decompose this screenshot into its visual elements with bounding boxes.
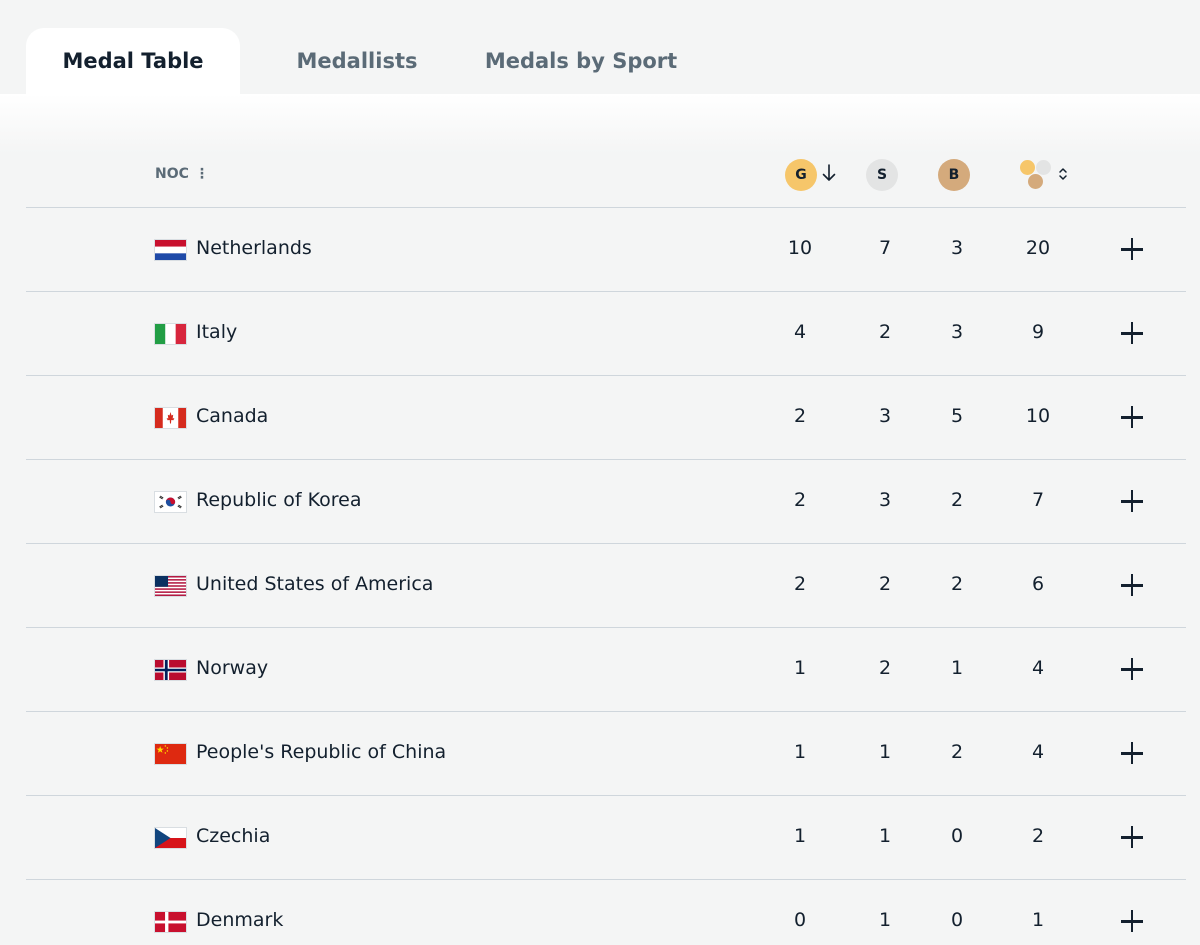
silver-count: 2 xyxy=(878,657,892,679)
gold-column-header[interactable]: G xyxy=(785,159,817,191)
bronze-count: 2 xyxy=(950,741,964,763)
total-count: 9 xyxy=(1031,321,1045,343)
country-name[interactable]: United States of America xyxy=(196,573,434,595)
bronze-dot-icon xyxy=(1028,174,1043,189)
gold-count: 4 xyxy=(793,321,807,343)
total-count: 4 xyxy=(1031,657,1045,679)
gold-count: 1 xyxy=(793,657,807,679)
denmark-flag xyxy=(154,911,187,933)
sort-descending-icon[interactable] xyxy=(822,164,836,187)
tab-bar: Medal Table Medallists Medals by Sport xyxy=(0,0,1200,94)
table-row[interactable]: Republic of Korea 2 3 2 7 xyxy=(26,460,1186,544)
canada-flag xyxy=(154,407,187,429)
expand-row-icon[interactable] xyxy=(1118,320,1146,348)
expand-row-icon[interactable] xyxy=(1118,740,1146,768)
table-row[interactable]: Netherlands 10 7 3 20 xyxy=(26,208,1186,292)
silver-count: 3 xyxy=(878,405,892,427)
gold-dot-icon xyxy=(1020,160,1035,175)
country-name[interactable]: Italy xyxy=(196,321,238,343)
table-row[interactable]: Canada 2 3 5 10 xyxy=(26,376,1186,460)
silver-column-header[interactable]: S xyxy=(866,159,898,191)
silver-count: 2 xyxy=(878,321,892,343)
bronze-count: 2 xyxy=(950,489,964,511)
expand-row-icon[interactable] xyxy=(1118,404,1146,432)
gold-count: 2 xyxy=(793,405,807,427)
czechia-flag xyxy=(154,827,187,849)
china-flag xyxy=(154,743,187,765)
gold-count: 2 xyxy=(793,489,807,511)
bronze-column-header[interactable]: B xyxy=(938,159,970,191)
bronze-count: 0 xyxy=(950,909,964,931)
total-count: 7 xyxy=(1031,489,1045,511)
sort-toggle-icon[interactable] xyxy=(1058,166,1068,186)
country-name[interactable]: Netherlands xyxy=(196,237,312,259)
country-name[interactable]: Republic of Korea xyxy=(196,489,362,511)
more-options-icon[interactable]: ⋮ xyxy=(194,166,209,182)
silver-count: 1 xyxy=(878,741,892,763)
silver-count: 7 xyxy=(878,237,892,259)
expand-row-icon[interactable] xyxy=(1118,824,1146,852)
bronze-count: 3 xyxy=(950,237,964,259)
total-count: 6 xyxy=(1031,573,1045,595)
bronze-count: 2 xyxy=(950,573,964,595)
total-count: 1 xyxy=(1031,909,1045,931)
expand-row-icon[interactable] xyxy=(1118,488,1146,516)
expand-row-icon[interactable] xyxy=(1118,572,1146,600)
gold-count: 1 xyxy=(793,741,807,763)
silver-count: 2 xyxy=(878,573,892,595)
korea-flag xyxy=(154,491,187,513)
silver-dot-icon xyxy=(1036,160,1051,175)
silver-count: 3 xyxy=(878,489,892,511)
table-row[interactable]: Denmark 0 1 0 1 xyxy=(26,880,1186,945)
netherlands-flag xyxy=(154,239,187,261)
table-row[interactable]: Czechia 1 1 0 2 xyxy=(26,796,1186,880)
country-name[interactable]: Canada xyxy=(196,405,269,427)
tab-medal-table[interactable]: Medal Table xyxy=(26,28,240,94)
silver-count: 1 xyxy=(878,825,892,847)
table-row[interactable]: United States of America 2 2 2 6 xyxy=(26,544,1186,628)
medal-table-panel: NOC ⋮ G S B Netherlands 10 7 3 20 Italy 4 2 3 9 Ca… xyxy=(0,94,1200,945)
noc-column-header[interactable]: NOC ⋮ xyxy=(155,166,209,182)
table-row[interactable]: People's Republic of China 1 1 2 4 xyxy=(26,712,1186,796)
expand-row-icon[interactable] xyxy=(1118,656,1146,684)
total-count: 4 xyxy=(1031,741,1045,763)
bronze-count: 5 xyxy=(950,405,964,427)
usa-flag xyxy=(154,575,187,597)
country-name[interactable]: Czechia xyxy=(196,825,271,847)
tab-medallists[interactable]: Medallists xyxy=(296,49,418,73)
noc-header-label: NOC xyxy=(155,166,189,182)
bronze-count: 3 xyxy=(950,321,964,343)
total-medals-column-header[interactable] xyxy=(990,160,1051,196)
gold-count: 0 xyxy=(793,909,807,931)
table-header: NOC ⋮ G S B xyxy=(26,94,1186,208)
italy-flag xyxy=(154,323,187,345)
expand-row-icon[interactable] xyxy=(1118,908,1146,936)
total-count: 2 xyxy=(1031,825,1045,847)
country-name[interactable]: Norway xyxy=(196,657,269,679)
gold-count: 1 xyxy=(793,825,807,847)
gold-count: 10 xyxy=(787,237,813,259)
country-name[interactable]: Denmark xyxy=(196,909,284,931)
total-count: 20 xyxy=(1025,237,1051,259)
total-count: 10 xyxy=(1025,405,1051,427)
expand-row-icon[interactable] xyxy=(1118,236,1146,264)
norway-flag xyxy=(154,659,187,681)
gold-count: 2 xyxy=(793,573,807,595)
table-row[interactable]: Italy 4 2 3 9 xyxy=(26,292,1186,376)
table-row[interactable]: Norway 1 2 1 4 xyxy=(26,628,1186,712)
bronze-count: 0 xyxy=(950,825,964,847)
country-name[interactable]: People's Republic of China xyxy=(196,741,447,763)
silver-count: 1 xyxy=(878,909,892,931)
bronze-count: 1 xyxy=(950,657,964,679)
tab-medals-by-sport[interactable]: Medals by Sport xyxy=(484,49,678,73)
